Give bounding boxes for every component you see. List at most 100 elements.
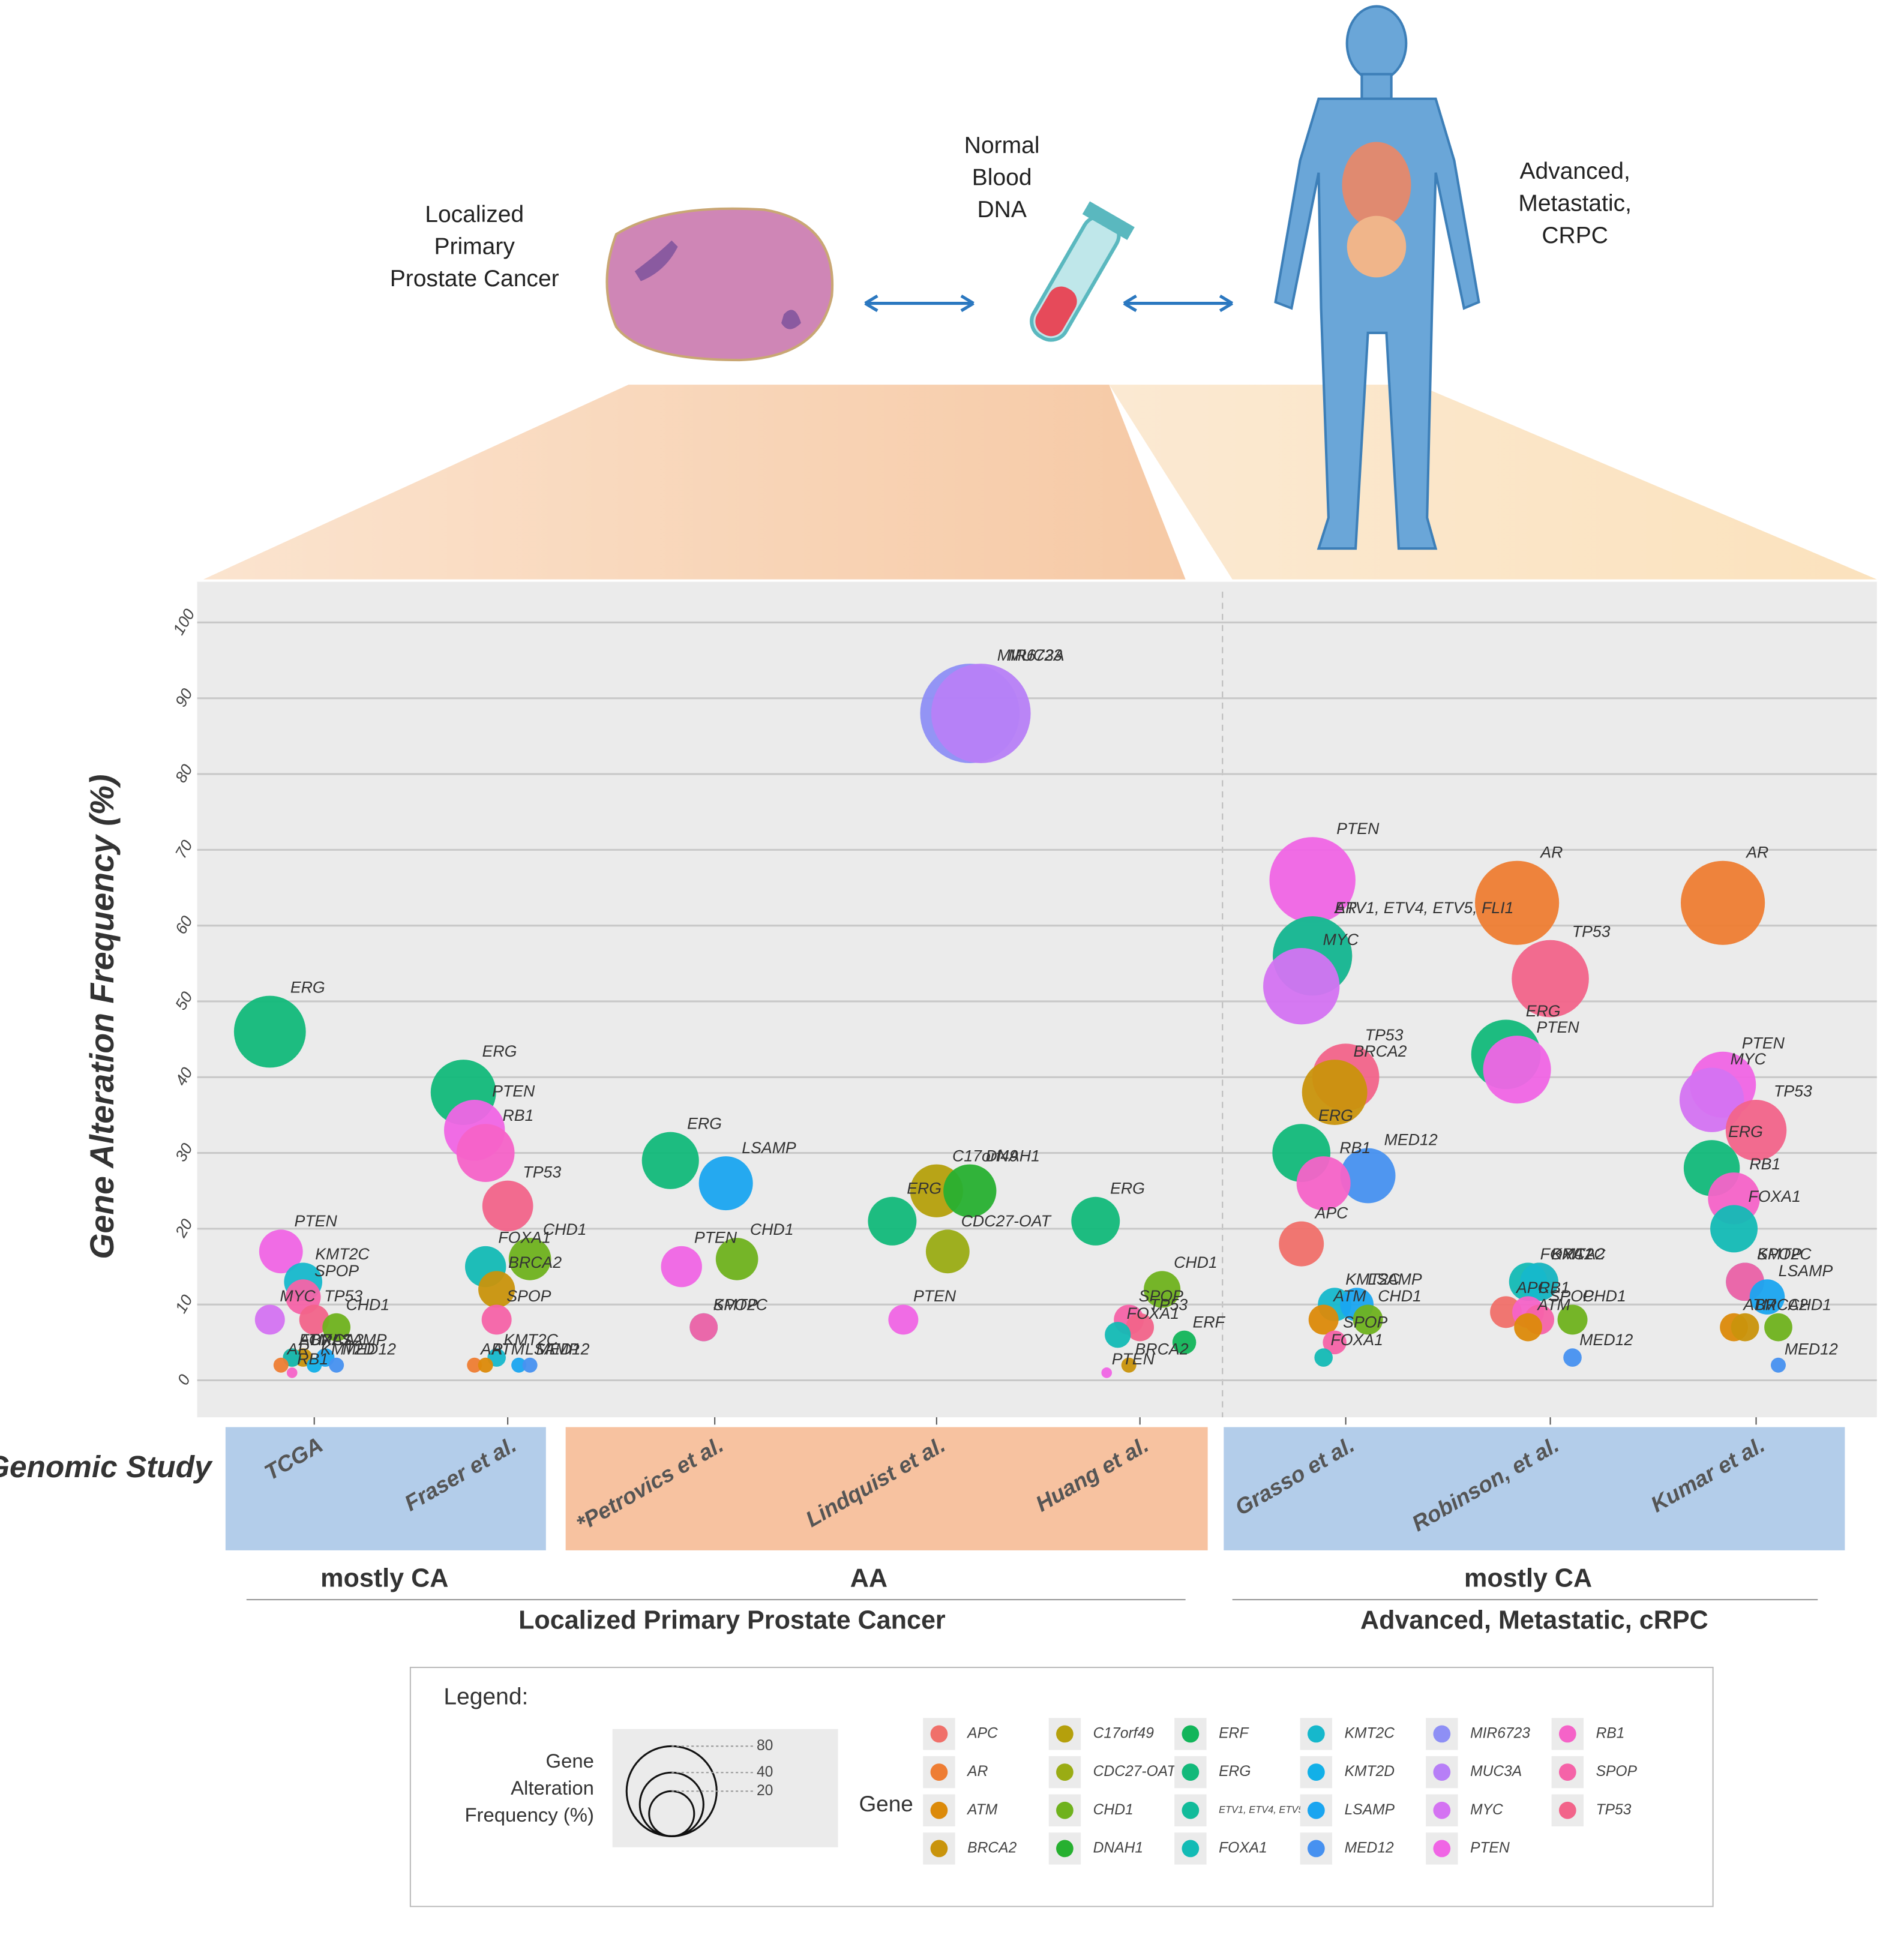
illustration-label: Blood xyxy=(972,164,1032,190)
legend-size-label: 40 xyxy=(757,1764,773,1780)
bubble xyxy=(522,1357,538,1373)
bubble xyxy=(478,1357,493,1373)
bubble xyxy=(1308,1304,1339,1335)
legend-key xyxy=(1182,1763,1200,1781)
bubble-label: APC xyxy=(1515,1279,1550,1297)
legend-label: FOXA1 xyxy=(1219,1840,1267,1856)
bubble-label: FOXA1 xyxy=(1330,1331,1383,1349)
bubble xyxy=(329,1357,344,1373)
bubble xyxy=(478,1271,515,1308)
bubble xyxy=(254,1304,285,1335)
bubble-label: SPOP xyxy=(1757,1245,1801,1263)
y-tick-label: 20 xyxy=(171,1216,196,1241)
legend-size-title: Frequency (%) xyxy=(465,1804,594,1826)
bubble-label: TP53 xyxy=(1774,1082,1812,1100)
bubble xyxy=(1296,1156,1351,1211)
bubble xyxy=(467,1357,482,1373)
illustration-label: Metastatic, xyxy=(1518,191,1632,217)
legend-key xyxy=(1433,1801,1451,1819)
bubble-label: MED12 xyxy=(1579,1331,1633,1349)
legend-key xyxy=(1558,1725,1576,1743)
y-tick-label: 30 xyxy=(172,1140,196,1165)
legend-key xyxy=(930,1763,948,1781)
legend-label: CHD1 xyxy=(1093,1802,1134,1818)
bubble xyxy=(1302,1060,1368,1125)
bubble-label: SPOP xyxy=(1549,1287,1594,1305)
bubble-label: RB1 xyxy=(1539,1279,1570,1297)
legend-key xyxy=(1056,1840,1074,1858)
bubble-label: PTEN xyxy=(1742,1034,1785,1052)
bubble-label: CHD1 xyxy=(543,1220,587,1238)
bubble-label: ERG xyxy=(1728,1123,1763,1141)
bubble-label: APC xyxy=(1314,1204,1349,1222)
illustration-label: CRPC xyxy=(1542,223,1608,248)
bubble-label: SPOP xyxy=(1343,1313,1387,1331)
bubble xyxy=(925,1229,970,1274)
bubble-label: BRCA2 xyxy=(310,1331,364,1349)
legend-key xyxy=(1056,1725,1074,1743)
bubble-label: TP53 xyxy=(523,1163,561,1181)
bubble-label: RB1 xyxy=(297,1350,328,1368)
bubbles xyxy=(233,664,1792,1378)
legend-label: RB1 xyxy=(1596,1725,1625,1741)
bubble-label: MED12 xyxy=(1785,1340,1838,1358)
bubble-label: FOXA1 xyxy=(1540,1245,1593,1263)
bubble-label: SPOP xyxy=(713,1295,757,1313)
bubble xyxy=(1749,1279,1785,1315)
human-figure xyxy=(1274,5,1480,550)
y-axis-title: Gene Alteration Frequency (%) xyxy=(83,775,121,1259)
bubble xyxy=(1725,1099,1787,1161)
illustration-label: Localized xyxy=(425,202,524,227)
legend-key xyxy=(1307,1725,1325,1743)
bubble xyxy=(1144,1271,1181,1308)
bubble xyxy=(322,1313,351,1342)
bubble-label: CHD1 xyxy=(1378,1287,1422,1305)
legend-label: MUC3A xyxy=(1470,1763,1522,1780)
bubble-label: FOXA1 xyxy=(498,1229,551,1247)
ancestry-label: mostly CA xyxy=(1464,1564,1592,1593)
bubble-label: RB1 xyxy=(1339,1139,1371,1157)
bubble-label: MED12 xyxy=(536,1340,589,1358)
bubble-label: MYC xyxy=(1323,931,1359,949)
bubble xyxy=(1679,1067,1744,1132)
y-tick-label: 90 xyxy=(172,685,196,710)
bubble xyxy=(511,1357,527,1373)
bubble xyxy=(1101,1367,1113,1378)
legend-label: ATM xyxy=(966,1802,998,1818)
legend-label: C17orf49 xyxy=(1093,1725,1155,1741)
bubble-label: KMT2C xyxy=(503,1331,558,1349)
bubble-label: BRCA2 xyxy=(508,1253,562,1271)
bubble xyxy=(456,1124,515,1182)
bubble-label: BRCA2 xyxy=(1135,1340,1189,1358)
bubble-label: CHD1 xyxy=(346,1295,389,1313)
legend-label: DNAH1 xyxy=(1093,1840,1143,1856)
legend-label: SPOP xyxy=(1596,1763,1638,1780)
bubble-label: CHD1 xyxy=(1788,1295,1831,1313)
legend-key xyxy=(1558,1763,1576,1781)
bubble xyxy=(943,1164,997,1217)
bubble-label: KMT2D xyxy=(320,1340,374,1358)
bubble-label: ERG xyxy=(290,978,325,996)
y-tick-label: 100 xyxy=(169,606,198,638)
arrow xyxy=(864,295,975,313)
bubble xyxy=(273,1357,289,1373)
bubble-label: AR xyxy=(1539,843,1563,861)
prostate xyxy=(605,207,834,362)
bubble-label: SPOP xyxy=(1139,1287,1183,1305)
bubble-label: AR xyxy=(1333,899,1357,917)
bubble-label: CHD1 xyxy=(750,1220,794,1238)
bubble xyxy=(1121,1357,1137,1373)
bubble-label: MED12 xyxy=(1384,1130,1438,1148)
illustration-label: Normal xyxy=(964,133,1040,158)
bubble-label: LSAMP xyxy=(742,1139,796,1157)
bubble-label: KMT2C xyxy=(1551,1245,1606,1263)
bubble-label: PTEN xyxy=(1336,820,1380,838)
bubble xyxy=(1710,1205,1758,1253)
legend-label: APC xyxy=(966,1725,998,1741)
y-tick-label: 50 xyxy=(172,989,196,1013)
illustration-label: DNA xyxy=(977,197,1026,223)
y-tick-label: 60 xyxy=(172,913,196,937)
bubble-label: TP53 xyxy=(1572,923,1611,941)
